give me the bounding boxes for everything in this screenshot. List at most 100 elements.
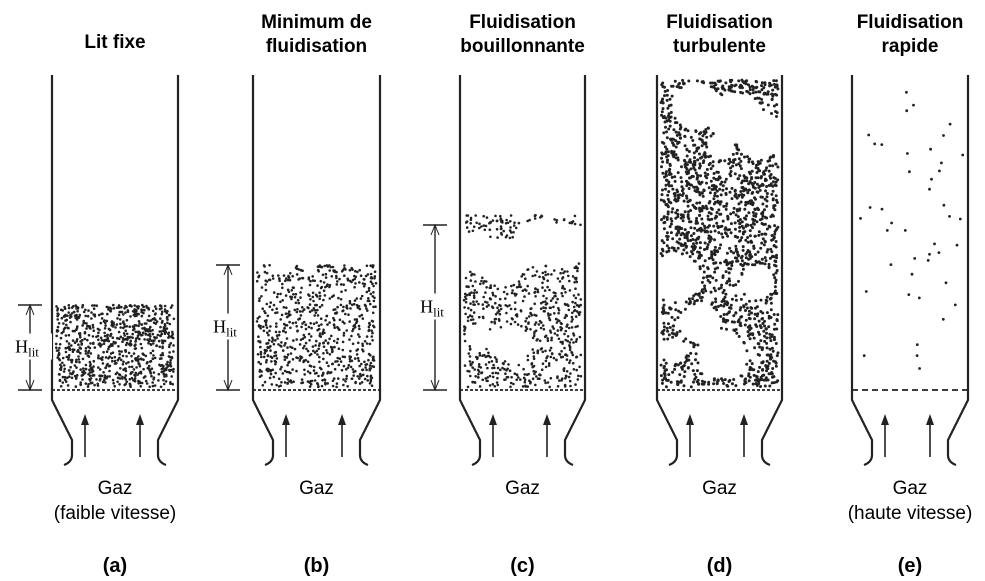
particle bbox=[565, 354, 569, 357]
particle bbox=[525, 317, 528, 320]
particle bbox=[112, 303, 115, 307]
particle bbox=[682, 375, 686, 378]
particle bbox=[306, 370, 310, 373]
panel-title: Lit fixe bbox=[84, 32, 145, 53]
particle bbox=[568, 348, 572, 352]
particle bbox=[58, 358, 62, 362]
particle bbox=[111, 351, 115, 355]
particle bbox=[739, 306, 743, 310]
particle bbox=[369, 264, 373, 268]
particle bbox=[773, 204, 777, 207]
particle bbox=[84, 352, 88, 355]
particle bbox=[747, 160, 751, 164]
particle bbox=[308, 354, 312, 357]
particle bbox=[682, 248, 686, 252]
particle bbox=[258, 315, 261, 319]
particle bbox=[505, 320, 509, 323]
particle bbox=[745, 79, 749, 83]
particle bbox=[765, 195, 769, 199]
arrow-head bbox=[338, 414, 346, 425]
particle bbox=[526, 354, 530, 358]
particle bbox=[766, 103, 770, 107]
particle bbox=[335, 270, 338, 274]
particle bbox=[342, 283, 346, 287]
particle bbox=[102, 371, 105, 374]
particle bbox=[734, 328, 738, 331]
particle bbox=[579, 298, 583, 301]
particle bbox=[670, 219, 674, 223]
particle bbox=[120, 358, 123, 362]
particle bbox=[551, 297, 555, 300]
particle bbox=[370, 335, 374, 338]
particle bbox=[722, 317, 726, 321]
particle bbox=[714, 200, 717, 204]
particle bbox=[564, 291, 567, 294]
particle bbox=[689, 340, 693, 344]
particle bbox=[561, 355, 565, 359]
particle bbox=[543, 379, 547, 382]
particle bbox=[67, 342, 71, 345]
particle bbox=[560, 292, 563, 295]
particle bbox=[355, 353, 359, 356]
particle bbox=[760, 317, 764, 321]
particle bbox=[756, 206, 759, 210]
particle bbox=[121, 354, 125, 358]
particle bbox=[291, 358, 295, 361]
particle bbox=[579, 223, 582, 227]
particle bbox=[509, 220, 512, 223]
particle bbox=[487, 361, 491, 364]
particle bbox=[91, 326, 95, 329]
particle bbox=[151, 357, 155, 361]
particle bbox=[742, 189, 746, 193]
arrow-head bbox=[543, 414, 551, 425]
particle bbox=[81, 357, 85, 361]
particle bbox=[463, 339, 467, 343]
particle bbox=[664, 172, 668, 176]
particle bbox=[677, 228, 681, 231]
particle bbox=[690, 250, 693, 254]
particle bbox=[64, 313, 67, 317]
particle bbox=[761, 374, 764, 378]
particle bbox=[281, 282, 284, 286]
particle bbox=[280, 341, 283, 344]
particle bbox=[328, 321, 331, 324]
particle bbox=[468, 345, 472, 348]
particle bbox=[688, 198, 692, 202]
particle bbox=[499, 307, 503, 311]
particle bbox=[704, 142, 708, 146]
particle bbox=[269, 325, 272, 328]
particle bbox=[563, 346, 566, 350]
particle bbox=[352, 327, 355, 331]
particle bbox=[67, 345, 71, 349]
particle bbox=[763, 256, 767, 260]
particle bbox=[532, 355, 536, 358]
particle bbox=[549, 313, 552, 316]
particle bbox=[124, 378, 127, 381]
particle bbox=[81, 378, 84, 381]
particle bbox=[740, 272, 744, 276]
particle bbox=[890, 221, 893, 225]
particle bbox=[131, 371, 134, 374]
particle bbox=[56, 307, 60, 310]
particle bbox=[686, 366, 690, 370]
particle bbox=[671, 187, 675, 191]
particle bbox=[712, 261, 716, 265]
particle bbox=[473, 380, 477, 384]
particle bbox=[745, 214, 748, 218]
particle bbox=[363, 360, 366, 364]
particle bbox=[114, 372, 118, 376]
particle bbox=[89, 363, 92, 366]
particle bbox=[524, 385, 527, 388]
particle bbox=[680, 252, 684, 256]
particle bbox=[675, 331, 679, 335]
particle bbox=[928, 252, 931, 256]
particle bbox=[117, 306, 121, 309]
particle bbox=[257, 275, 260, 279]
particle bbox=[259, 345, 262, 349]
particle bbox=[568, 361, 571, 365]
particle bbox=[719, 315, 723, 318]
particle bbox=[306, 360, 310, 364]
particle bbox=[54, 342, 58, 346]
particle bbox=[74, 377, 78, 380]
particle bbox=[740, 78, 744, 82]
